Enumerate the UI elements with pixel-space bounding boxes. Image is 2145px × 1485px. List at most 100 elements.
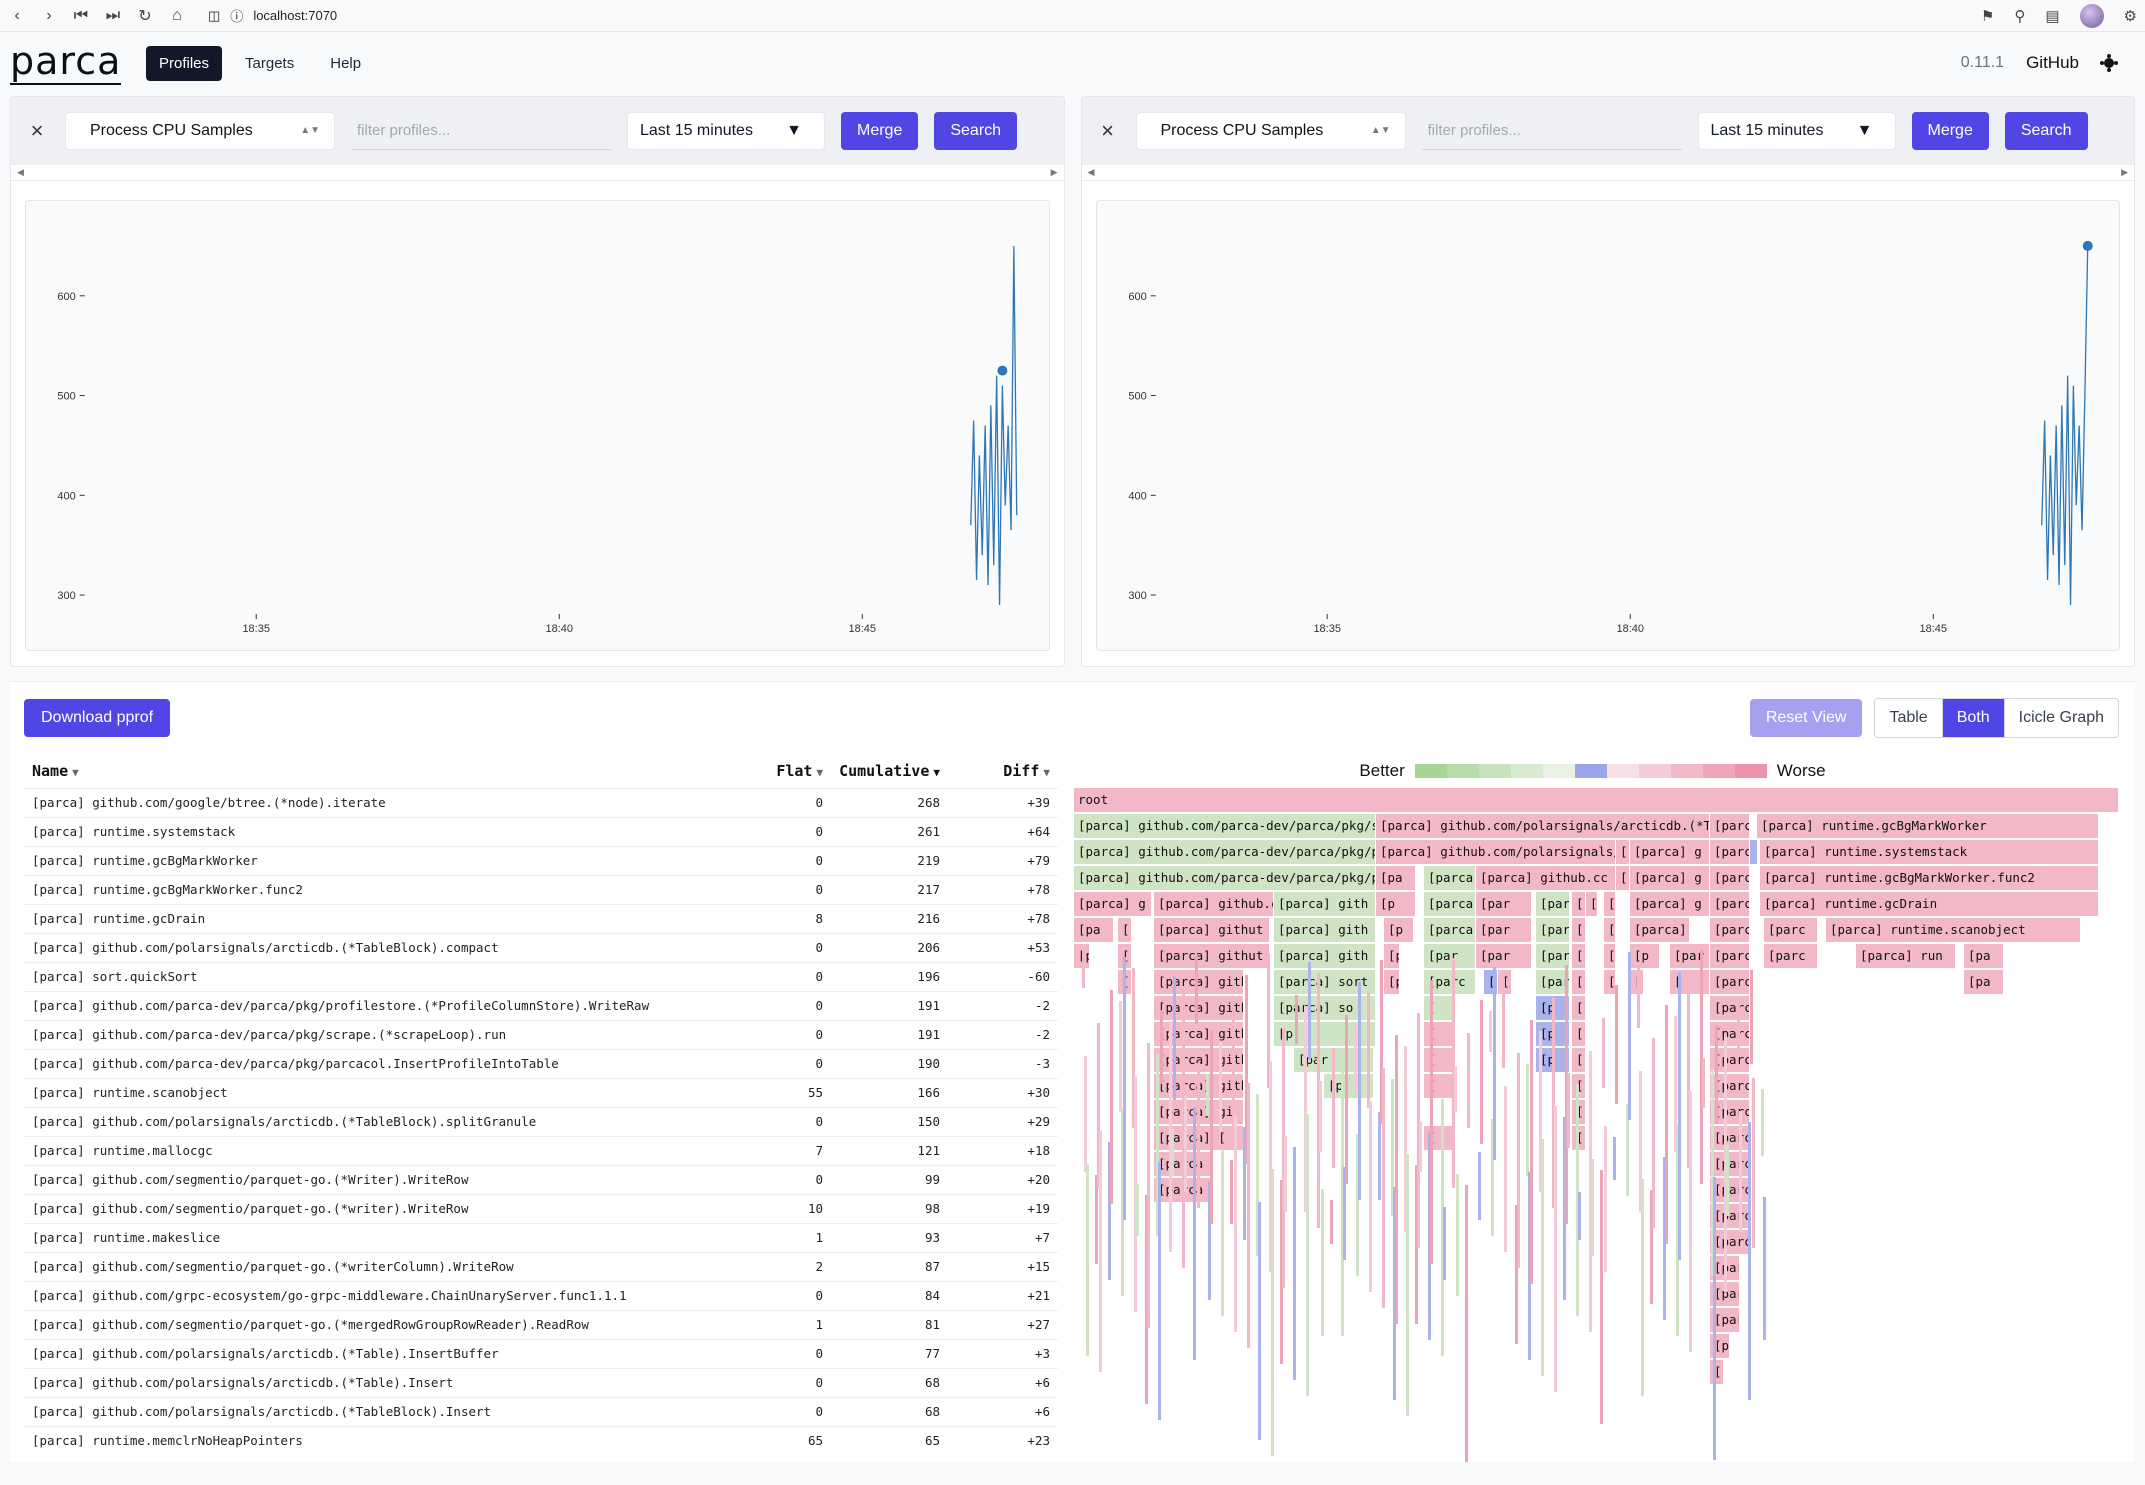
flame-frame[interactable]: [parc <box>1710 866 1750 890</box>
flame-frame[interactable]: [parca] githut <box>1154 918 1270 942</box>
flame-frame[interactable]: [parc <box>1710 1178 1750 1202</box>
flame-frame[interactable]: [parca] run <box>1856 944 1956 968</box>
flame-frame[interactable]: [pa <box>1376 866 1416 890</box>
series-line[interactable] <box>970 245 1018 606</box>
flame-frame[interactable]: [parc <box>1764 944 1818 968</box>
flame-frame[interactable]: [ <box>1498 970 1512 994</box>
flame-frame[interactable]: [parca] githut <box>1154 944 1270 968</box>
table-row[interactable]: [parca] runtime.mallocgc 7 121 +18 <box>24 1135 1058 1165</box>
flame-frame[interactable]: [parc <box>1710 1126 1750 1150</box>
flame-frame[interactable]: [parca] github.com/parca-dev/parca/pkg/p… <box>1074 866 1376 890</box>
filter-profiles-input[interactable] <box>351 112 611 150</box>
flame-frame[interactable]: [parca] gith <box>1274 892 1376 916</box>
flame-frame[interactable]: [parc <box>1710 996 1750 1020</box>
flame-frame[interactable]: [parca] gith <box>1154 970 1244 994</box>
flame-frame[interactable]: [ <box>1572 1074 1586 1098</box>
flame-frame[interactable]: [par <box>1476 918 1532 942</box>
flame-frame[interactable]: [par <box>1424 944 1476 968</box>
flame-frame[interactable]: [parc <box>1710 840 1750 864</box>
table-row[interactable]: [parca] runtime.memclrNoHeapPointers 65 65… <box>24 1425 1058 1455</box>
flame-frame[interactable]: [p <box>1376 892 1416 916</box>
table-row[interactable]: [parca] github.com/google/btree.(*node).… <box>24 787 1058 817</box>
flame-frame[interactable]: [parca] github.com/polarsignals/arcticdb… <box>1376 814 1710 838</box>
icicle-graph[interactable]: root [parca] github.com/parca-dev/parca/p… <box>1074 788 2121 1462</box>
flame-frame[interactable]: [par <box>1536 918 1570 942</box>
flame-frame[interactable]: [par <box>1536 944 1570 968</box>
flame-frame[interactable]: [parc <box>1710 944 1750 968</box>
theme-toggle-icon[interactable] <box>2101 55 2117 71</box>
flame-frame[interactable]: [parca] gith <box>1154 1022 1244 1046</box>
view-both-button[interactable]: Both <box>1942 699 2005 737</box>
view-table-button[interactable]: Table <box>1875 699 1943 737</box>
forward-icon[interactable]: › <box>46 6 52 24</box>
flame-frame[interactable]: [par <box>1476 892 1532 916</box>
nav-targets[interactable]: Targets <box>245 54 295 72</box>
back-icon[interactable]: ‹ <box>14 6 20 24</box>
flame-frame[interactable]: [p <box>1384 918 1414 942</box>
table-row[interactable]: [parca] sort.quickSort 0 196 -60 <box>24 961 1058 991</box>
table-row[interactable]: [parca] runtime.gcDrain 8 216 +78 <box>24 903 1058 933</box>
flame-frame[interactable]: [parca] githu <box>1424 866 1476 890</box>
flame-frame[interactable]: [par <box>1476 944 1532 968</box>
reset-view-button[interactable]: Reset View <box>1749 699 1863 737</box>
first-icon[interactable]: ⏮ <box>73 6 89 24</box>
flame-frame[interactable]: [parca] gith <box>1424 892 1476 916</box>
flame-frame[interactable]: [parca] github.c <box>1154 892 1274 916</box>
flame-frame[interactable]: root <box>1074 788 2119 812</box>
selected-point[interactable] <box>997 365 1008 376</box>
flame-frame[interactable]: [par <box>1670 944 1710 968</box>
flame-frame[interactable]: [parc <box>1710 814 1750 838</box>
home-icon[interactable]: ⌂ <box>172 6 182 24</box>
flame-frame[interactable]: [ <box>1586 892 1598 916</box>
flame-frame[interactable]: [ <box>1572 918 1586 942</box>
flame-frame[interactable]: [ <box>1572 1100 1586 1124</box>
search-button[interactable]: Search <box>2004 112 2088 150</box>
flame-frame[interactable]: [parc <box>1710 1204 1750 1228</box>
flame-frame[interactable]: [parca] github.com/parca-dev/parca/pkg/s… <box>1074 814 1376 838</box>
column-header-cumulative[interactable]: Cumulative ▼ <box>839 761 940 780</box>
flame-frame[interactable]: [ <box>1424 996 1454 1020</box>
table-row[interactable]: [parca] github.com/segmentio/parquet-go.… <box>24 1309 1058 1339</box>
table-row[interactable]: [parca] github.com/segmentio/parquet-go.… <box>24 1164 1058 1194</box>
flame-frame[interactable]: [parca] gith <box>1274 944 1376 968</box>
table-row[interactable]: [parca] github.com/polarsignals/arcticdb… <box>24 1338 1058 1368</box>
flame-frame[interactable]: [ <box>1670 970 1710 994</box>
flame-frame[interactable]: [ <box>1604 918 1616 942</box>
table-row[interactable]: [parca] github.com/polarsignals/arcticdb… <box>24 1396 1058 1426</box>
flame-frame[interactable]: [pa <box>1964 970 2004 994</box>
flame-frame[interactable]: [pa <box>1074 918 1114 942</box>
view-icicle-button[interactable]: Icicle Graph <box>2004 699 2118 737</box>
flame-frame[interactable]: [ <box>1572 944 1586 968</box>
table-row[interactable]: [parca] runtime.gcBgMarkWorker.func2 0 217… <box>24 874 1058 904</box>
parca-logo[interactable]: parca <box>10 39 122 85</box>
flame-frame[interactable]: [parc <box>1764 918 1818 942</box>
table-row[interactable]: [parca] github.com/parca-dev/parca/pkg/p… <box>24 1048 1058 1078</box>
flame-frame[interactable]: [ <box>1572 1048 1586 1072</box>
flame-frame[interactable]: [ <box>1424 1022 1454 1046</box>
table-row[interactable]: [parca] github.com/parca-dev/parca/pkg/p… <box>24 990 1058 1020</box>
flame-frame[interactable]: [parc <box>1710 918 1750 942</box>
table-row[interactable]: [parca] runtime.systemstack 0 261 +64 <box>24 816 1058 846</box>
flame-frame[interactable]: [parca] g <box>1630 866 1710 890</box>
flame-frame[interactable]: [parca] github.cc <box>1476 866 1616 890</box>
table-row[interactable]: [parca] runtime.gcBgMarkWorker 0 219 +79 <box>24 845 1058 875</box>
flame-frame[interactable]: [pa <box>1964 944 2004 968</box>
flame-frame[interactable]: [ <box>1424 1048 1454 1072</box>
flame-frame[interactable]: [parc <box>1710 1152 1750 1176</box>
flame-frame[interactable]: [ <box>1604 944 1616 968</box>
table-row[interactable]: [parca] github.com/polarsignals/arcticdb… <box>24 932 1058 962</box>
merge-button[interactable]: Merge <box>841 112 919 150</box>
flame-frame[interactable]: [p <box>1384 944 1400 968</box>
last-icon[interactable]: ⏭ <box>105 6 121 24</box>
flame-frame[interactable]: [parc <box>1710 892 1750 916</box>
flame-frame[interactable]: [p <box>1384 970 1400 994</box>
table-row[interactable]: [parca] github.com/polarsignals/arcticdb… <box>24 1367 1058 1397</box>
table-row[interactable]: [parca] runtime.makeslice 1 93 +7 <box>24 1222 1058 1252</box>
flame-frame[interactable]: [ <box>1616 840 1630 864</box>
flame-frame[interactable]: [parca] gith <box>1274 918 1376 942</box>
profile-type-select[interactable]: Process CPU Samples ▲▼ <box>1135 112 1406 150</box>
extension-icon[interactable]: ⚙ <box>2123 7 2137 25</box>
flame-frame[interactable]: [parca] runtime.gcDrain <box>1760 892 2099 916</box>
flame-frame[interactable]: [ <box>1572 892 1586 916</box>
close-icon[interactable]: × <box>1101 118 1114 143</box>
